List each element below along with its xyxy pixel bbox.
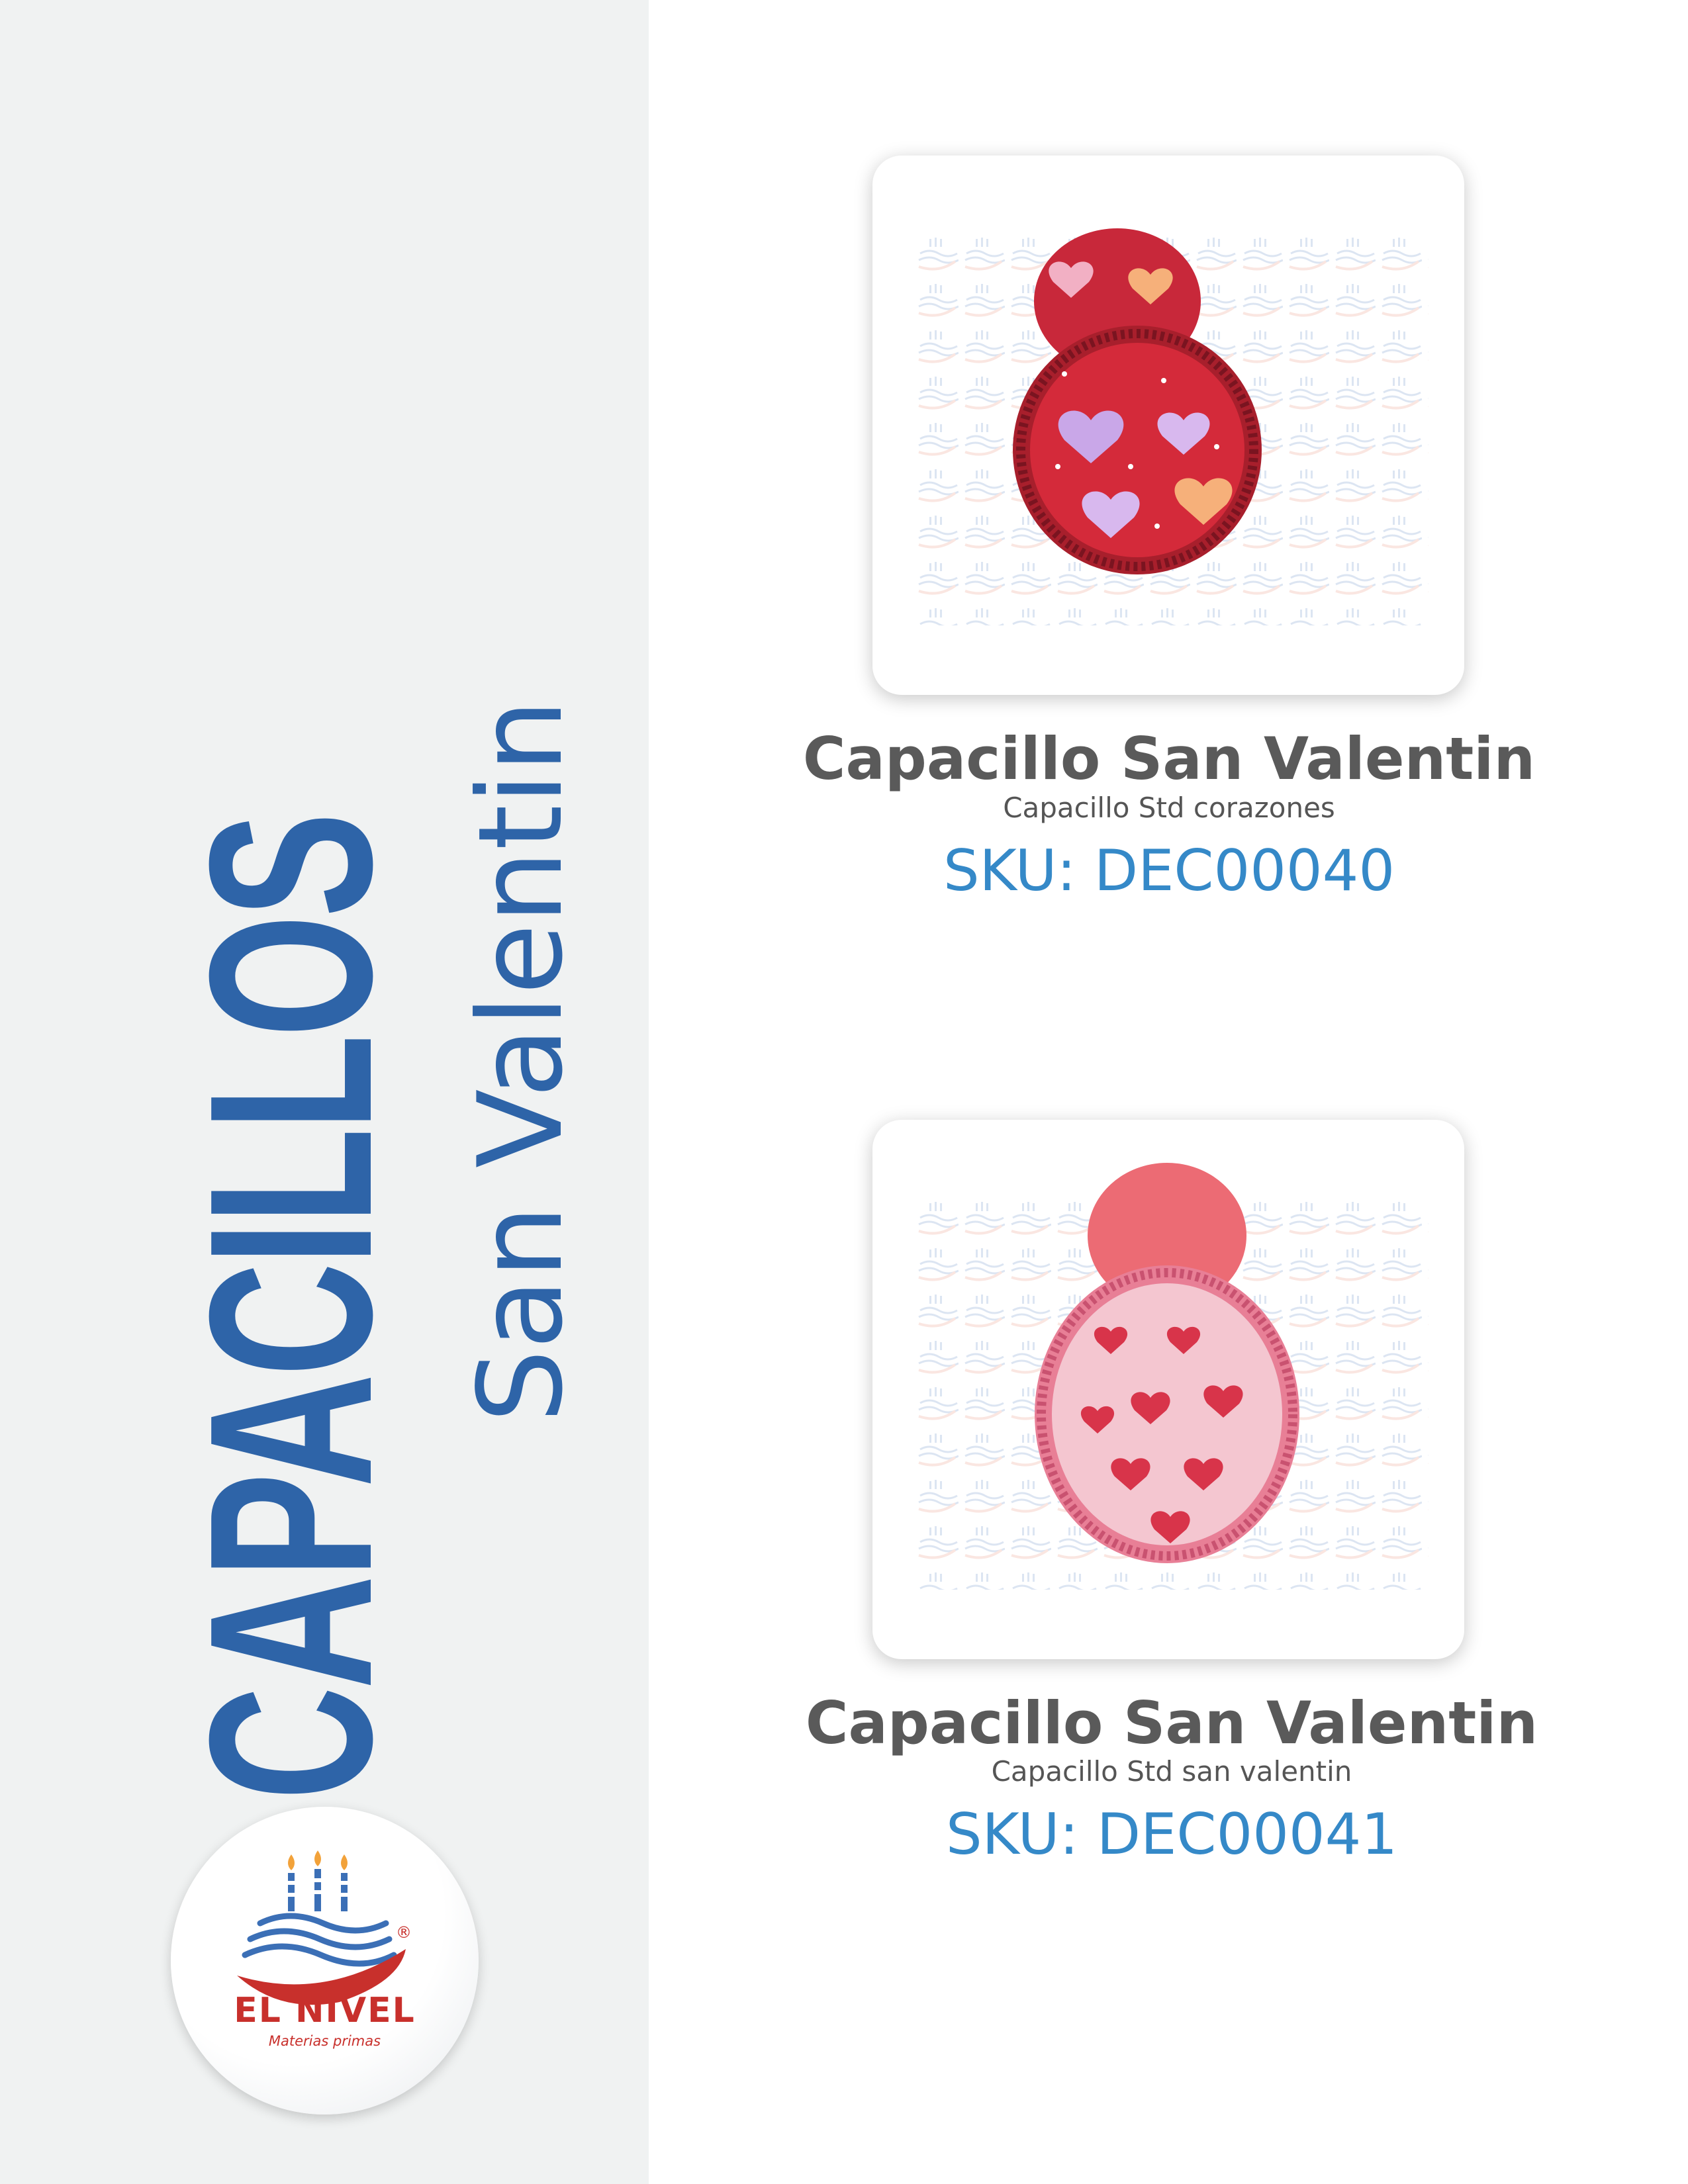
product-name-1: Capacillo San Valentin: [802, 725, 1536, 793]
product-sku-1: SKU: DEC00040: [943, 838, 1395, 904]
page-title: CAPACILLOS: [162, 815, 420, 1800]
red-hearts-cupcake-liner-image: [912, 228, 1429, 625]
product-description-1: Capacillo Std corazones: [1003, 792, 1335, 824]
product-name-2: Capacillo San Valentin: [805, 1689, 1538, 1757]
side-panel: CAPACILLOS San Valentin: [0, 0, 649, 2184]
page-subtitle: San Valentin: [454, 699, 588, 1423]
logo-tagline: Materias primas: [268, 2033, 381, 2049]
registered-mark: ®: [396, 1923, 412, 1942]
brand-logo: ® EL NIVEL Materias primas: [171, 1807, 479, 2115]
product-description-2: Capacillo Std san valentin: [991, 1755, 1352, 1788]
cake-candles-logo-icon: ®: [237, 1850, 412, 2005]
product-card-2[interactable]: [872, 1120, 1464, 1659]
product-card-1[interactable]: [872, 156, 1464, 695]
pink-hearts-cupcake-liner-image: [912, 1163, 1429, 1590]
logo-name: EL NIVEL: [234, 1991, 416, 2030]
product-sku-2: SKU: DEC00041: [945, 1801, 1398, 1868]
